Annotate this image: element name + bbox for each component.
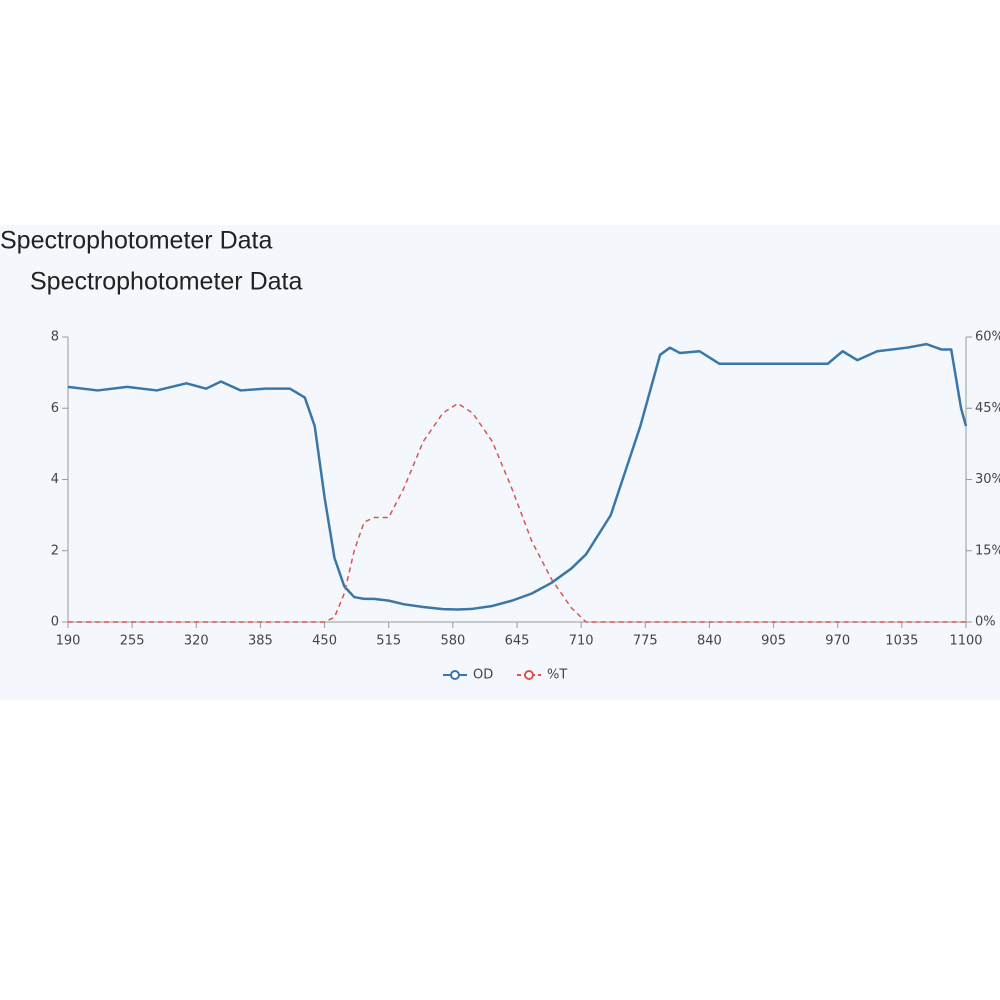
x-tick-label: 905 bbox=[761, 634, 786, 649]
x-tick-label: 710 bbox=[569, 634, 594, 649]
x-tick-label: 840 bbox=[697, 634, 722, 649]
x-tick-label: 970 bbox=[825, 634, 850, 649]
x-tick-label: 645 bbox=[505, 634, 530, 649]
y2-tick-label: 30% bbox=[975, 472, 1000, 487]
x-tick-label: 1035 bbox=[885, 634, 918, 649]
x-tick-label: 775 bbox=[633, 634, 658, 649]
x-tick-label: 385 bbox=[248, 634, 273, 649]
series-line bbox=[68, 402, 966, 623]
series-line bbox=[67, 342, 968, 611]
x-tick-label: 320 bbox=[184, 634, 209, 649]
y-tick-label: 0 bbox=[51, 615, 59, 630]
x-tick-label: 1100 bbox=[949, 634, 982, 649]
x-tick-label: 450 bbox=[312, 634, 337, 649]
x-tick-label: 515 bbox=[376, 634, 401, 649]
y-tick-label: 2 bbox=[51, 543, 59, 558]
y-tick-label: 6 bbox=[51, 401, 59, 416]
y2-tick-label: 0% bbox=[975, 615, 996, 630]
legend-label: %T bbox=[547, 668, 567, 683]
x-tick-label: 190 bbox=[56, 634, 81, 649]
x-tick-label: 580 bbox=[440, 634, 465, 649]
y2-tick-label: 60% bbox=[975, 330, 1000, 345]
y-tick-label: 4 bbox=[51, 472, 59, 487]
legend-marker bbox=[450, 670, 460, 680]
legend-marker bbox=[524, 670, 534, 680]
chart-title: Spectrophotometer Data bbox=[0, 227, 272, 255]
y-tick-label: 8 bbox=[51, 330, 59, 345]
legend-label: OD bbox=[473, 668, 493, 683]
y2-tick-label: 45% bbox=[975, 401, 1000, 416]
chart-subtitle: Spectrophotometer Data bbox=[30, 268, 302, 296]
x-tick-label: 255 bbox=[120, 634, 145, 649]
chart-background bbox=[0, 225, 1000, 700]
y2-tick-label: 15% bbox=[975, 543, 1000, 558]
